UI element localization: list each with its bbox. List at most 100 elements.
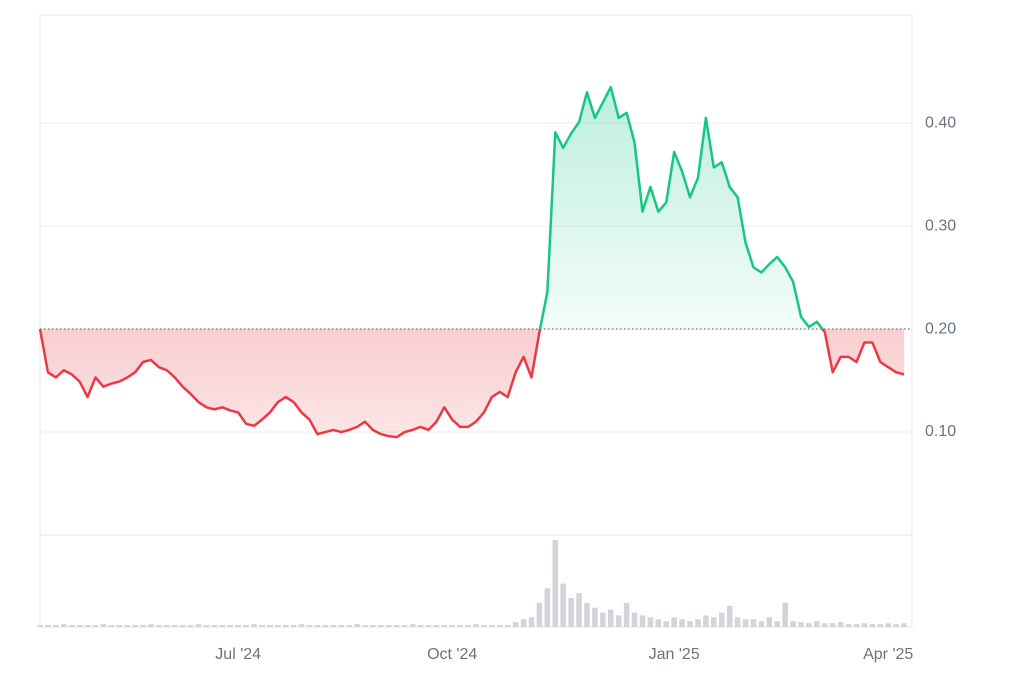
volume-bar: [156, 625, 162, 627]
volume-bar: [290, 625, 297, 627]
volume-bar: [409, 624, 416, 627]
volume-bar: [576, 593, 582, 627]
volume-bar: [235, 625, 241, 627]
volume-bar: [497, 625, 503, 627]
volume-bar: [132, 625, 138, 627]
volume-bar: [306, 625, 313, 627]
volume-bar: [227, 625, 234, 627]
volume-bar: [639, 615, 646, 627]
volume-bar: [37, 625, 43, 627]
volume-bar: [766, 617, 773, 627]
volume-bar: [362, 625, 368, 627]
volume-bar: [282, 625, 289, 627]
volume-bar: [750, 619, 757, 627]
volume-bar: [726, 605, 733, 627]
volume-bar: [187, 625, 194, 627]
x-tick-label: Jan '25: [649, 646, 700, 663]
volume-bar: [877, 624, 884, 627]
volume-bar: [53, 625, 59, 627]
volume-bar: [179, 625, 186, 627]
volume-bar: [885, 623, 891, 627]
volume-bar: [378, 625, 384, 627]
volume-bar: [108, 625, 115, 627]
volume-bar: [584, 602, 590, 627]
volume-bar: [671, 617, 677, 627]
volume-bar: [386, 625, 392, 627]
area: [40, 87, 905, 438]
volume-bar: [148, 624, 154, 627]
volume-bar: [140, 625, 146, 627]
volume-bar: [401, 625, 408, 627]
volume-bar: [520, 619, 527, 627]
volume-bar: [100, 624, 107, 627]
x-tick-label: Jul '24: [215, 646, 261, 663]
volume-bar: [774, 621, 781, 627]
volume-bar: [528, 617, 535, 627]
volume-bar: [425, 625, 432, 627]
volume-bar: [275, 625, 281, 627]
volume-bar: [92, 625, 99, 627]
volume-bar: [346, 625, 352, 627]
volume-bar: [552, 540, 559, 627]
volume-bar: [171, 625, 178, 627]
volume-bar: [481, 625, 487, 627]
volume-bar: [703, 615, 709, 627]
volume-bar: [600, 612, 606, 627]
volume-bar: [164, 625, 170, 627]
volume-bar: [829, 623, 836, 627]
volume-bar: [195, 624, 202, 627]
volume-bar: [449, 625, 455, 627]
price-line: [38, 85, 905, 439]
volume-bar: [822, 623, 828, 627]
volume-bar: [695, 619, 701, 627]
volume-bar: [433, 625, 440, 627]
volume-bar: [568, 598, 574, 627]
volume-bar: [647, 617, 654, 627]
volume-bar: [314, 625, 321, 627]
volume-bar: [251, 624, 257, 627]
volume-bar: [806, 623, 812, 627]
volume-bar: [68, 625, 75, 627]
y-tick-label: 0.20: [925, 320, 956, 337]
volume-bar: [393, 625, 400, 627]
volume-bar: [116, 625, 123, 627]
volume-bar: [489, 625, 495, 627]
volume-bar: [814, 621, 820, 627]
x-tick-label: Apr '25: [863, 646, 913, 663]
volume-bar: [615, 615, 622, 627]
volume-bar: [338, 625, 345, 627]
volume-bar: [734, 617, 741, 627]
volume-bar: [298, 624, 305, 627]
volume-bar: [259, 625, 265, 627]
volume-bar: [354, 624, 360, 627]
volume-bar: [560, 583, 566, 627]
volume-bar: [687, 621, 693, 627]
volume-bar: [782, 602, 788, 627]
volume-bar: [330, 625, 337, 627]
volume-bar: [663, 621, 670, 627]
volume-bar: [536, 602, 543, 627]
volume-bar: [61, 624, 67, 627]
volume-bar: [893, 624, 899, 627]
volume-bar: [45, 625, 51, 627]
volume-bar: [758, 621, 765, 627]
volume-bar: [861, 623, 868, 627]
volume-bar: [655, 619, 662, 627]
volume-bar: [718, 612, 725, 627]
volume-bar: [84, 625, 91, 627]
volume-bar: [901, 623, 907, 627]
volume-bar: [370, 625, 376, 627]
volume-bar: [243, 625, 249, 627]
volume-bar: [607, 609, 614, 627]
volume-bar: [853, 624, 860, 627]
volume-bar: [219, 625, 226, 627]
volume-bar: [679, 619, 685, 627]
volume-bar: [76, 625, 83, 627]
volume-bar: [417, 625, 424, 627]
volume-bar: [512, 622, 519, 627]
x-tick-label: Oct '24: [427, 646, 477, 663]
volume-bar: [798, 622, 804, 627]
y-tick-label: 0.30: [925, 217, 956, 234]
